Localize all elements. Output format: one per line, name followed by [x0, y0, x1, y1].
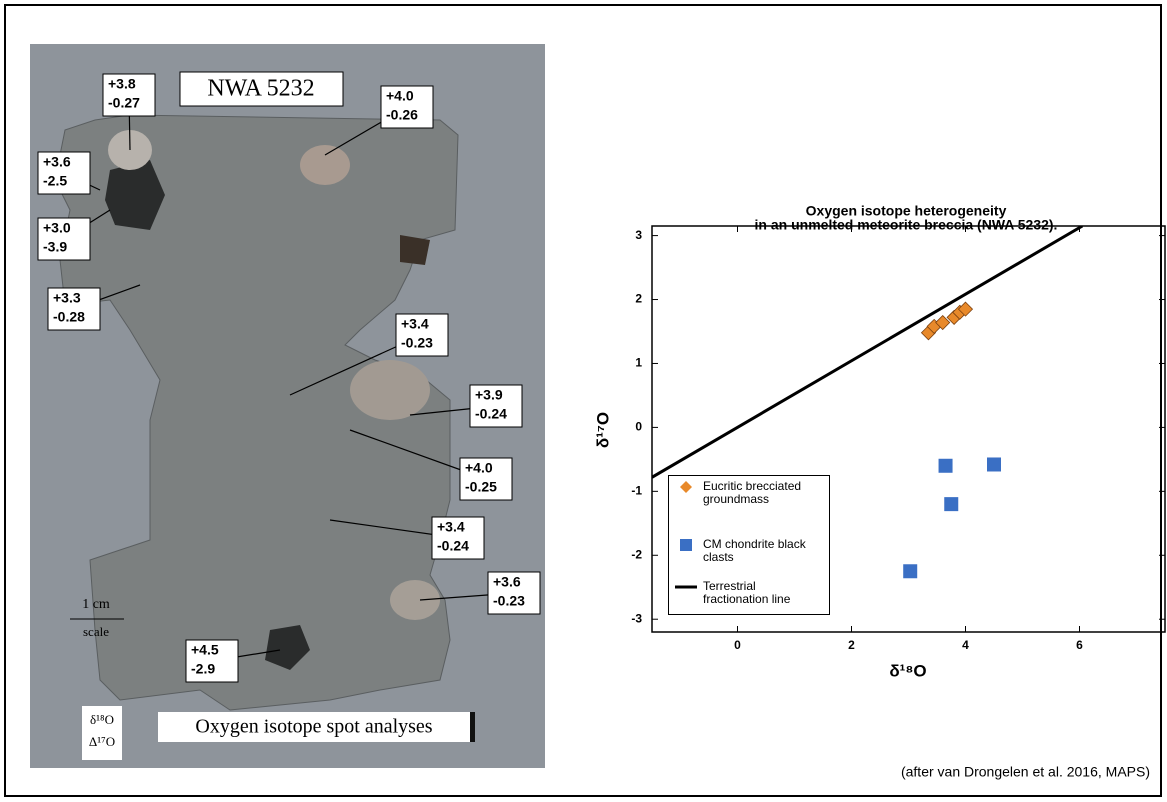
spot-d18o: +3.6 — [493, 574, 521, 590]
spot-d17o: -3.9 — [43, 239, 67, 255]
spot-d17o: -0.23 — [493, 593, 525, 609]
square-point — [903, 564, 917, 578]
x-tick-label: 2 — [848, 638, 855, 652]
spot-d18o: +4.0 — [465, 460, 493, 476]
square-point — [944, 497, 958, 511]
caption-shadow — [470, 712, 475, 742]
y-tick-label: -1 — [631, 484, 642, 498]
spot-d17o: -2.9 — [191, 661, 215, 677]
x-tick-label: 0 — [734, 638, 741, 652]
legend-item: Terrestrial fractionation line — [675, 580, 813, 606]
spot-d17o: -0.28 — [53, 309, 85, 325]
legend-label: CM chondrite black clasts — [703, 538, 813, 564]
y-tick-label: 2 — [635, 292, 642, 306]
scale-label: scale — [83, 624, 109, 639]
legend: Eucritic brecciated groundmass CM chondri… — [668, 475, 830, 615]
light-clast — [350, 360, 430, 420]
spot-d18o: +4.5 — [191, 642, 219, 658]
spot-d18o: +3.4 — [401, 316, 429, 332]
spot-d17o: -0.24 — [437, 538, 469, 554]
spot-d18o: +3.0 — [43, 220, 71, 236]
spot-d17o: -2.5 — [43, 173, 67, 189]
legend-marker — [680, 481, 692, 493]
spot-d17o: -0.26 — [386, 107, 418, 123]
y-tick-label: 3 — [635, 228, 642, 242]
figure: NWA 5232 1 cm scale Oxygen isotope spot … — [0, 0, 1167, 802]
photo-title: NWA 5232 — [207, 76, 314, 102]
light-clast — [300, 145, 350, 185]
spot-d17o: -0.24 — [475, 406, 507, 422]
y-tick-label: 0 — [635, 420, 642, 434]
chart-subtitle: in an unmelted meteorite breccia (NWA 52… — [755, 217, 1058, 233]
y-tick-label: 1 — [635, 356, 642, 370]
source-note: (after van Drongelen et al. 2016, MAPS) — [901, 764, 1150, 780]
spot-d18o: +3.3 — [53, 290, 81, 306]
spot-d17o: -0.23 — [401, 335, 433, 351]
spot-d18o: +3.9 — [475, 387, 503, 403]
y-tick-label: -3 — [631, 611, 642, 625]
square-point — [939, 459, 953, 473]
spot-d18o: +3.6 — [43, 154, 71, 170]
legend-label: Eucritic brecciated groundmass — [703, 480, 813, 506]
legend-item: CM chondrite black clasts — [675, 538, 813, 564]
legend-swatch — [675, 480, 697, 494]
y-tick-label: -2 — [631, 547, 642, 561]
legend-swatch — [675, 538, 697, 552]
spot-d18o: +4.0 — [386, 88, 414, 104]
legend-swatch — [675, 580, 697, 594]
key-d18o: δ¹⁸O — [90, 712, 114, 727]
photo-caption: Oxygen isotope spot analyses — [195, 716, 432, 738]
spot-d18o: +3.4 — [437, 519, 465, 535]
dark-clast — [400, 235, 430, 265]
light-clast — [390, 580, 440, 620]
x-tick-label: 6 — [1076, 638, 1083, 652]
figure-svg: NWA 5232 1 cm scale Oxygen isotope spot … — [0, 0, 1167, 802]
legend-label: Terrestrial fractionation line — [703, 580, 813, 606]
spot-d17o: -0.27 — [108, 95, 140, 111]
y-axis-label: δ¹⁷O — [593, 412, 612, 448]
key-d17o: Δ¹⁷O — [89, 734, 115, 749]
x-tick-label: 4 — [962, 638, 969, 652]
scale-value: 1 cm — [82, 597, 110, 612]
spot-d17o: -0.25 — [465, 479, 497, 495]
legend-marker — [680, 539, 692, 551]
spot-d18o: +3.8 — [108, 76, 136, 92]
x-axis-label: δ¹⁸O — [889, 661, 926, 680]
square-point — [987, 457, 1001, 471]
legend-item: Eucritic brecciated groundmass — [675, 480, 813, 506]
